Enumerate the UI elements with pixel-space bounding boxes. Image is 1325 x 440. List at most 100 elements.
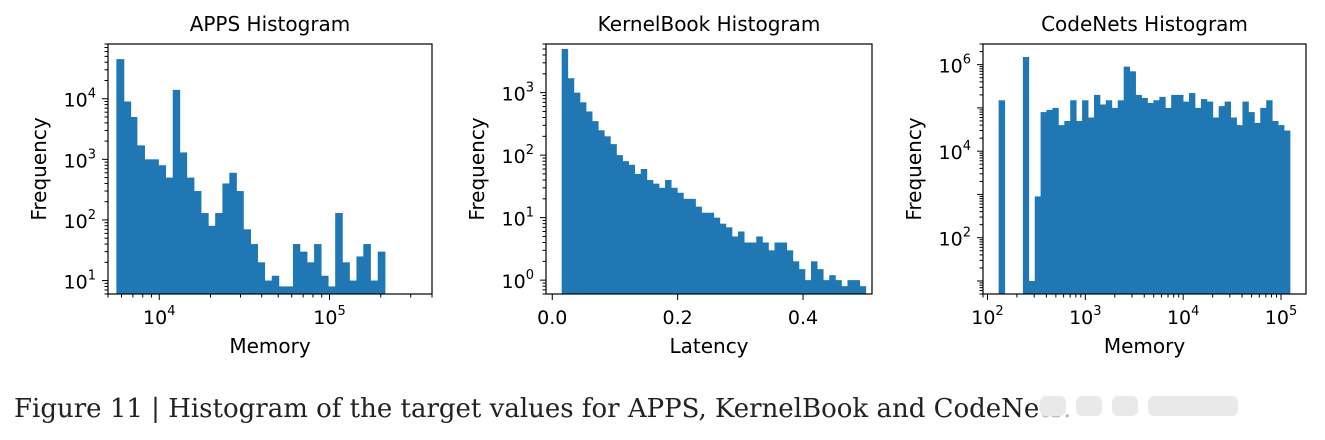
y-axis-label: Frequency [27, 117, 51, 220]
histogram-bar [250, 244, 258, 294]
histogram-bar [1171, 94, 1178, 294]
histogram-bar [598, 130, 605, 294]
x-tick-label: 102 [971, 304, 1003, 329]
histogram-bar [701, 212, 709, 294]
histogram-bar [1093, 94, 1101, 294]
x-tick-label: 0.0 [537, 307, 567, 329]
histogram-bar [1200, 99, 1208, 295]
histogram-bar [665, 180, 672, 294]
y-tick-label: 102 [64, 208, 96, 233]
y-tick-label: 100 [502, 268, 534, 293]
caption-text: Figure 11 | Histogram of the target valu… [14, 394, 1040, 424]
histogram-bar [847, 280, 854, 294]
histogram-bar [136, 145, 145, 294]
histogram-bar [792, 261, 800, 294]
histogram-bar [756, 236, 763, 294]
histogram-bar [328, 286, 336, 294]
histogram-bar [683, 198, 690, 294]
histogram-figure: APPS Histogram Memory Frequency 104 105 101 10… [27, 12, 1307, 358]
histogram-bar [1070, 100, 1077, 295]
x-axis-label: Latency [669, 334, 748, 358]
histogram-bar [1099, 104, 1107, 294]
y-tick-label: 106 [939, 53, 971, 78]
y-tick-label: 104 [939, 139, 971, 164]
histogram-bar [215, 213, 223, 294]
histogram-bar [1129, 71, 1136, 294]
histogram-bar [835, 280, 842, 294]
histogram-bar [658, 187, 666, 294]
y-tick-label: 102 [939, 226, 971, 251]
histogram-bar [321, 275, 329, 294]
histogram-bar [762, 242, 769, 294]
histogram-bar [1088, 117, 1095, 294]
histogram-bar [1206, 101, 1214, 294]
histogram-bar [1147, 102, 1154, 294]
histogram-bar [719, 223, 727, 294]
histogram-bar [1082, 100, 1089, 295]
histogram-bar [1105, 100, 1113, 295]
histogram-bar [579, 102, 587, 294]
histogram-bar [634, 173, 642, 294]
histogram-bar [257, 262, 266, 294]
histogram-bar [689, 198, 696, 294]
histogram-bar [1260, 107, 1267, 295]
y-tick-label: 101 [64, 269, 96, 294]
y-tick-label: 101 [502, 206, 534, 231]
histogram-bar [1141, 97, 1148, 295]
histogram-bar [750, 242, 757, 294]
x-axis-label: Memory [229, 334, 311, 358]
histogram-bar [363, 244, 371, 294]
histogram-bar [1266, 100, 1273, 295]
histogram-bar [1230, 117, 1237, 294]
histogram-bar [798, 269, 806, 294]
watermark-block [1076, 396, 1102, 416]
histogram-bar [1177, 94, 1184, 294]
histogram-bar [1242, 101, 1249, 294]
histogram-bar [1278, 125, 1285, 294]
x-tick-label: 105 [1265, 304, 1297, 329]
histogram-bar [172, 89, 181, 294]
histogram-bar [1212, 117, 1220, 294]
histogram-bar [144, 159, 152, 294]
histogram-bar [1028, 280, 1036, 294]
histogram-bar [1123, 66, 1131, 294]
histogram-bar [592, 121, 599, 294]
histogram-bar [1194, 107, 1202, 295]
histogram-bar [628, 164, 636, 294]
histogram-bar [713, 217, 721, 294]
histogram-bar [768, 250, 775, 294]
histogram-bar [677, 192, 684, 294]
histogram-bar [1248, 112, 1255, 294]
histogram-bar [1224, 101, 1231, 294]
histogram-bar [342, 262, 350, 294]
watermark-block [1040, 396, 1066, 416]
histogram-bar [1058, 125, 1065, 294]
histogram-bar [744, 242, 751, 294]
histogram-bar [725, 227, 733, 294]
histogram-bar [116, 59, 125, 294]
histogram-bar [1165, 107, 1172, 295]
histogram-bar [841, 286, 848, 294]
histogram-bar [151, 159, 159, 294]
histogram-bar [285, 286, 294, 294]
histogram-bar [165, 177, 174, 294]
x-tick-label: 0.4 [788, 307, 818, 329]
histogram-bar [823, 280, 830, 294]
histogram-bar [853, 280, 861, 294]
histogram-bar [738, 231, 745, 294]
histogram-bar [243, 229, 251, 294]
histogram-bar [1153, 100, 1160, 295]
histogram-bar [208, 225, 216, 294]
histogram-bar [222, 183, 230, 294]
histogram-bar [652, 183, 660, 294]
histogram-bar [236, 191, 244, 294]
histogram-bar [998, 100, 1006, 295]
histogram-bar [585, 111, 593, 295]
chart-panel-3: CodeNets Histogram Memory Frequency [902, 12, 1307, 358]
histogram-bar [370, 280, 379, 294]
histogram-bar [1159, 96, 1166, 294]
x-axis-label: Memory [1104, 334, 1186, 358]
histogram-bar [158, 165, 167, 294]
histogram-bar [123, 101, 132, 294]
x-tick-label: 0.2 [663, 307, 693, 329]
